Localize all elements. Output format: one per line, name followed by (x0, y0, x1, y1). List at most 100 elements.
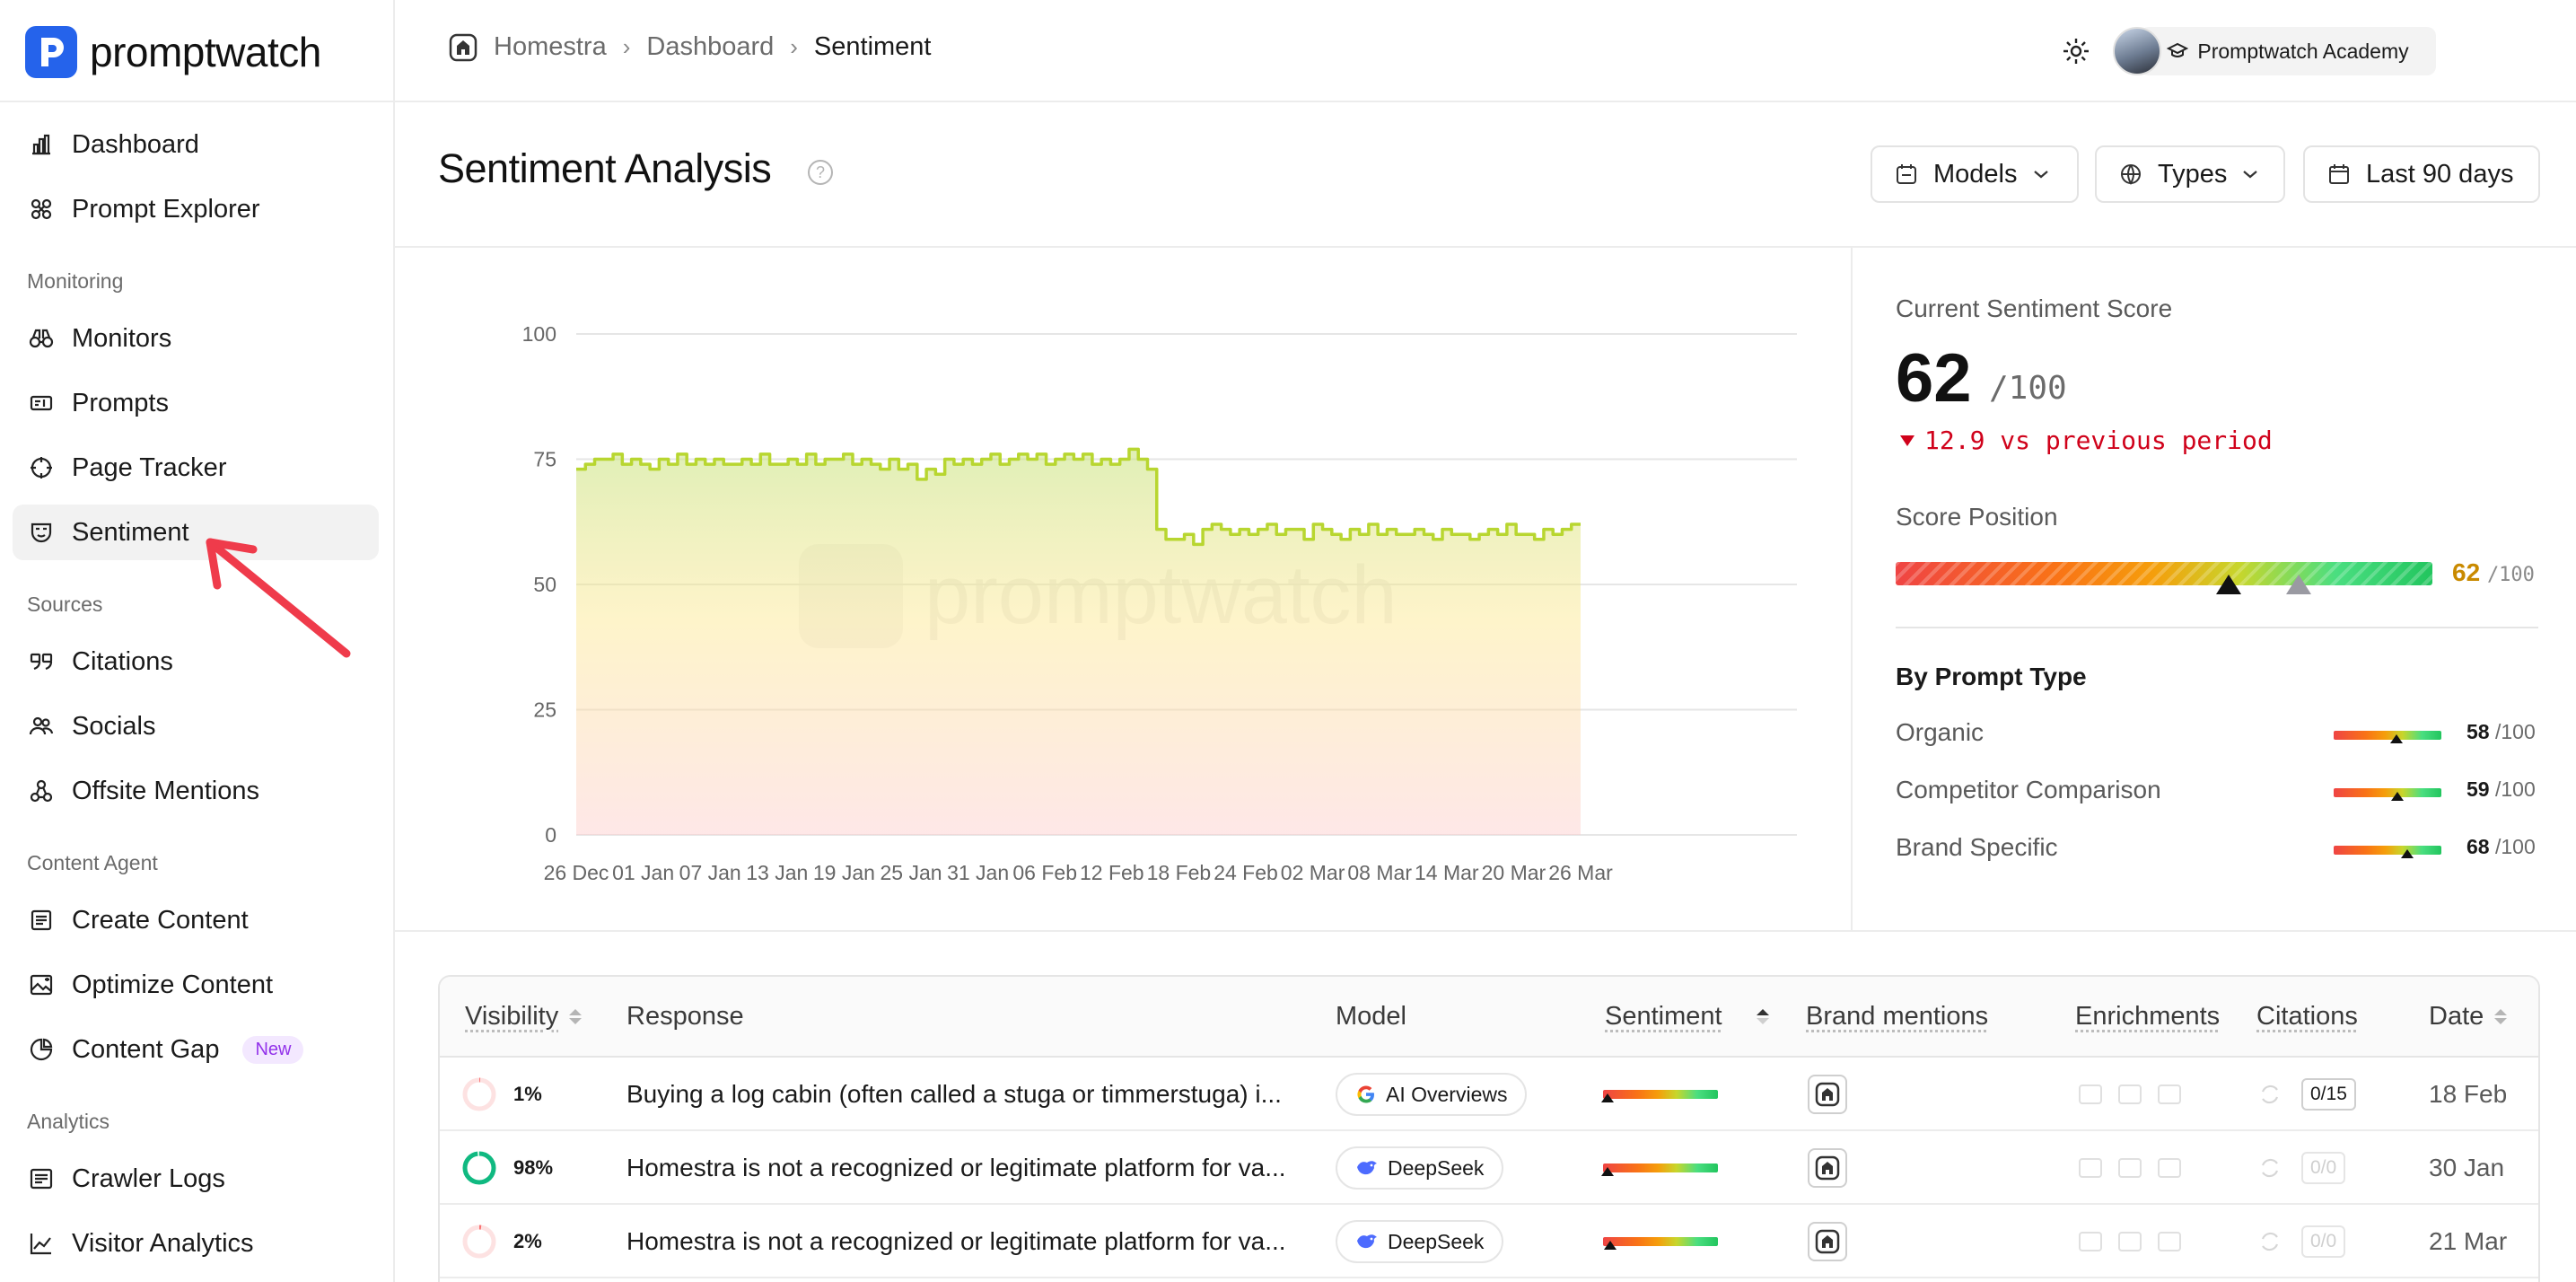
news-icon (2158, 1158, 2181, 1178)
col-visibility[interactable]: Visibility (465, 1002, 582, 1032)
citations-count[interactable]: 0/0 (2301, 1225, 2345, 1258)
prompt-type-marker (2391, 792, 2404, 801)
response-cell[interactable]: Homestra is not a recognized or legitima… (626, 1205, 1309, 1278)
y-tick-label: 25 (533, 698, 556, 722)
sidebar-item-label: Content Gap (72, 1035, 219, 1065)
share-icon (29, 778, 54, 803)
sidebar-item-crawler-logs[interactable]: Crawler Logs (13, 1151, 379, 1207)
col-date[interactable]: Date (2429, 1002, 2507, 1032)
mail-icon (2118, 1158, 2142, 1178)
sidebar-item-content-gap[interactable]: Content Gap New (13, 1022, 379, 1077)
help-icon[interactable]: ? (808, 160, 833, 185)
table-row[interactable]: 1% Buying a log cabin (often called a stu… (440, 1058, 2538, 1131)
sentiment-marker (1601, 1093, 1614, 1102)
news-icon (2158, 1084, 2181, 1104)
sidebar-item-create-content[interactable]: Create Content (13, 892, 379, 948)
date-range-button[interactable]: Last 90 days (2303, 145, 2540, 203)
sort-icon[interactable] (569, 1009, 582, 1024)
avatar[interactable] (2113, 27, 2161, 75)
sort-icon[interactable] (2494, 1009, 2507, 1024)
sidebar-item-label: Monitors (72, 324, 171, 354)
prompt-type-value: 59 /100 (2466, 777, 2536, 802)
models-filter-button[interactable]: Models (1871, 145, 2079, 203)
visibility-ring-icon (461, 1224, 497, 1260)
score-position-denominator: /100 (2487, 564, 2535, 586)
refresh-icon[interactable] (2258, 1230, 2282, 1253)
date-range-label: Last 90 days (2366, 160, 2513, 189)
globe-icon (2118, 162, 2143, 187)
sentiment-chart-svg: promptwatch 025507510026 Dec01 Jan07 Jan… (395, 248, 1853, 930)
x-tick-label: 01 Jan (612, 861, 674, 884)
brand-mentions-cell (1808, 1131, 1847, 1205)
sidebar-item-monitors[interactable]: Monitors (13, 311, 379, 366)
col-model: Model (1336, 1002, 1406, 1032)
citations-count[interactable]: 0/0 (2301, 1152, 2345, 1184)
homestra-icon[interactable] (1808, 1075, 1847, 1114)
models-icon (1894, 162, 1919, 187)
types-filter-button[interactable]: Types (2095, 145, 2285, 203)
sentiment-area (576, 449, 1581, 835)
sidebar-item-label: Prompt Explorer (72, 195, 260, 224)
academy-button[interactable]: Promptwatch Academy (2140, 27, 2436, 75)
col-date-label: Date (2429, 1002, 2484, 1032)
refresh-icon[interactable] (2258, 1083, 2282, 1106)
models-filter-label: Models (1933, 160, 2018, 189)
prompt-type-denominator: /100 (2495, 835, 2536, 858)
visibility-cell: 98% (461, 1131, 553, 1205)
homestra-icon[interactable] (1808, 1222, 1847, 1261)
current-score-label: Current Sentiment Score (1896, 294, 2172, 323)
model-pill[interactable]: DeepSeek (1336, 1220, 1503, 1263)
prompt-type-number: 59 (2466, 777, 2490, 801)
sidebar-item-prompts[interactable]: Prompts (13, 375, 379, 431)
sentiment-bar (1603, 1163, 1718, 1172)
col-brand-mentions-label: Brand mentions (1806, 1002, 1988, 1032)
score-position-bar (1896, 562, 2432, 585)
sidebar-item-offsite-mentions[interactable]: Offsite Mentions (13, 763, 379, 819)
prompt-type-row-brand-specific: Brand Specific 68 /100 (1896, 833, 2542, 869)
citations-count[interactable]: 0/15 (2301, 1078, 2356, 1111)
sidebar-item-page-tracker[interactable]: Page Tracker (13, 440, 379, 496)
table-row[interactable]: 2% Homestra is not a recognized or legiti… (440, 1205, 2538, 1278)
sidebar-item-prompt-explorer[interactable]: Prompt Explorer (13, 181, 379, 237)
sidebar-item-dashboard[interactable]: Dashboard (13, 117, 379, 172)
x-tick-label: 25 Jan (880, 861, 942, 884)
y-tick-label: 50 (533, 573, 556, 596)
sidebar-item-label: Page Tracker (72, 453, 226, 483)
homestra-icon[interactable] (1808, 1148, 1847, 1188)
previous-score-marker (2286, 575, 2311, 594)
homestra-icon (449, 33, 478, 62)
col-response-label: Response (626, 1002, 744, 1032)
table-row[interactable]: 98% Homestra is not a recognized or legit… (440, 1131, 2538, 1205)
prompt-type-marker (2401, 849, 2414, 858)
app-name: promptwatch (90, 28, 321, 76)
visibility-value: 1% (513, 1083, 542, 1106)
by-prompt-type-title: By Prompt Type (1896, 663, 2087, 691)
sidebar-item-optimize-content[interactable]: Optimize Content (13, 957, 379, 1013)
prompt-icon (29, 391, 54, 416)
response-cell[interactable]: Homestra is not a recognized or legitima… (626, 1131, 1309, 1205)
col-sentiment[interactable]: Sentiment (1605, 1002, 1769, 1032)
mail-icon (2118, 1084, 2142, 1104)
gear-icon[interactable] (2061, 36, 2091, 66)
prompt-type-name: Brand Specific (1896, 833, 2058, 862)
breadcrumb-homestra[interactable]: Homestra (494, 32, 607, 62)
sentiment-chart: promptwatch 025507510026 Dec01 Jan07 Jan… (395, 248, 1853, 930)
model-pill[interactable]: AI Overviews (1336, 1073, 1527, 1116)
response-cell[interactable]: Buying a log cabin (often called a stuga… (626, 1058, 1309, 1131)
chevron-right-icon: › (790, 33, 798, 61)
model-pill[interactable]: DeepSeek (1336, 1146, 1503, 1190)
sidebar-item-socials[interactable]: Socials (13, 698, 379, 754)
deepseek-icon (1355, 1232, 1379, 1251)
breadcrumb-dashboard[interactable]: Dashboard (646, 32, 774, 62)
x-tick-label: 08 Mar (1347, 861, 1412, 884)
sidebar-section-content-agent: Content Agent (27, 851, 158, 875)
col-visibility-label: Visibility (465, 1002, 558, 1032)
x-tick-label: 06 Feb (1012, 861, 1077, 884)
sort-icon[interactable] (1757, 1009, 1769, 1024)
prompt-type-denominator: /100 (2495, 777, 2536, 801)
refresh-icon[interactable] (2258, 1156, 2282, 1180)
enrichments-cell (2079, 1131, 2181, 1205)
sidebar-item-visitor-analytics[interactable]: Visitor Analytics (13, 1216, 379, 1271)
app-logo[interactable]: promptwatch (25, 25, 321, 79)
breadcrumb: Homestra › Dashboard › Sentiment (449, 32, 932, 62)
